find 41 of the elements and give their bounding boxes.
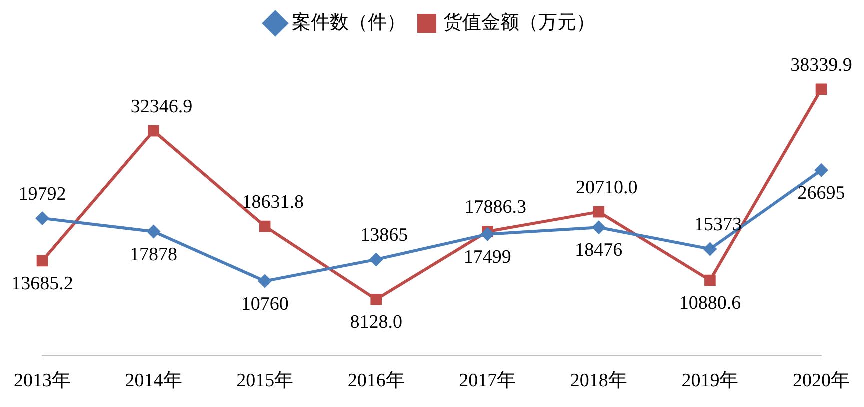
- x-tick-label: 2018年: [570, 370, 628, 392]
- data-label: 10760: [241, 294, 289, 315]
- point: [814, 163, 828, 178]
- data-label: 18631.8: [242, 192, 304, 214]
- data-label: 32346.9: [130, 96, 193, 118]
- point: [148, 125, 160, 137]
- legend-label: 案件数（件）: [292, 11, 406, 34]
- point: [146, 224, 161, 239]
- data-label: 13685.2: [12, 273, 74, 294]
- data-label: 15373: [694, 214, 742, 236]
- point: [259, 220, 271, 232]
- x-tick-label: 2019年: [682, 370, 739, 392]
- point: [258, 274, 272, 288]
- x-tick-label: 2016年: [348, 370, 405, 392]
- point: [592, 220, 606, 235]
- x-tick-label: 2017年: [459, 370, 516, 392]
- point: [593, 206, 605, 218]
- data-label: 38339.9: [790, 54, 852, 76]
- data-label: 17878: [130, 244, 178, 266]
- point: [703, 242, 718, 256]
- point: [704, 274, 716, 286]
- point: [36, 255, 48, 267]
- point: [816, 84, 828, 96]
- x-tick-label: 2014年: [125, 370, 182, 392]
- point: [36, 211, 50, 226]
- point: [370, 294, 382, 306]
- point: [369, 252, 384, 267]
- x-tick-label: 2013年: [14, 370, 71, 392]
- x-tick-label: 2020年: [793, 370, 850, 392]
- data-label: 17499: [464, 246, 512, 268]
- data-label: 8128.0: [350, 312, 402, 334]
- data-label: 13865: [360, 225, 408, 246]
- x-tick-label: 2015年: [236, 370, 294, 392]
- data-label: 19792: [18, 184, 66, 205]
- data-label: 26695: [798, 182, 846, 204]
- data-label: 10880.6: [679, 292, 742, 314]
- point: [480, 227, 495, 242]
- legend-label: 货值金额（万元）: [444, 11, 596, 34]
- data-label: 17886.3: [464, 197, 527, 218]
- data-label: 18476: [575, 240, 623, 262]
- data-label: 20710.0: [576, 178, 638, 199]
